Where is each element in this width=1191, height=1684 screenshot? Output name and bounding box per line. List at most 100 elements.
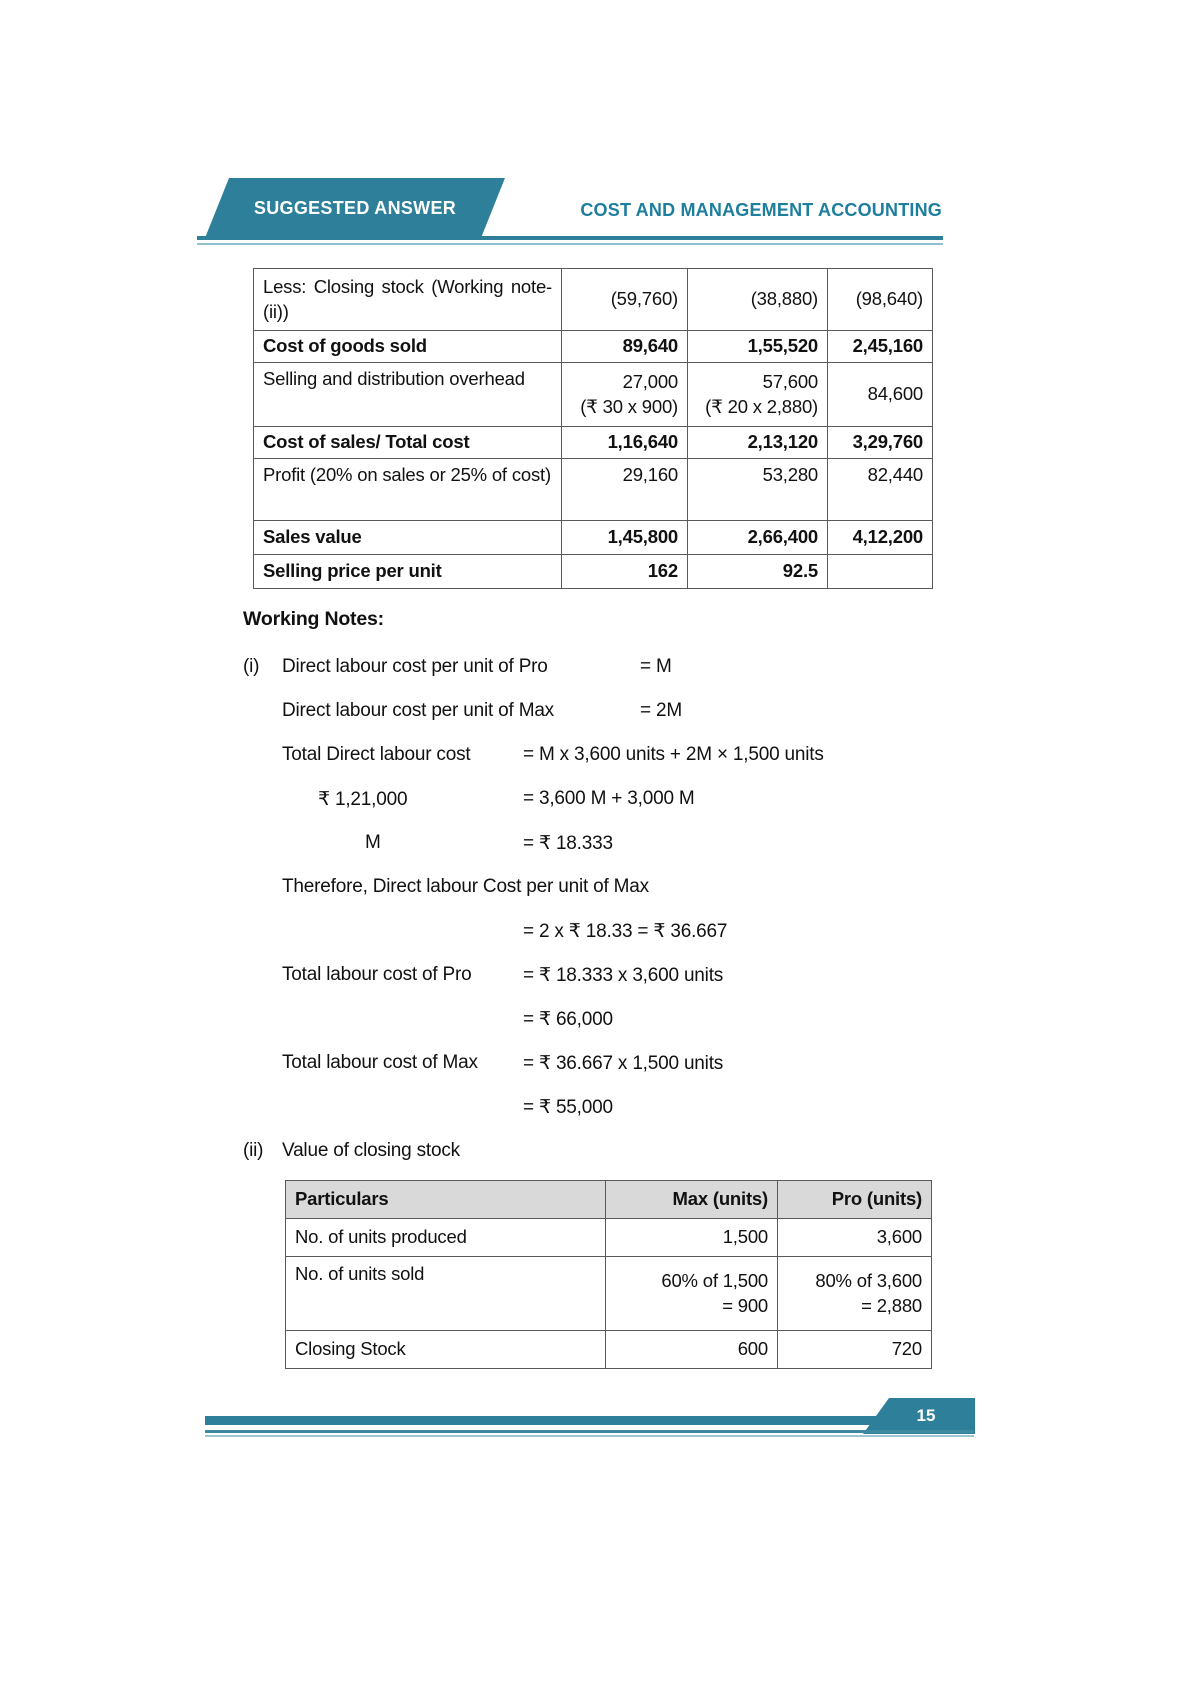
note-label: Total labour cost of Pro xyxy=(282,964,472,985)
cell: 1,45,800 xyxy=(561,520,688,555)
note-equation: = 3,600 M + 3,000 M xyxy=(523,788,695,809)
cell-value: 60% of 1,500 xyxy=(661,1270,768,1292)
document-title: COST AND MANAGEMENT ACCOUNTING xyxy=(580,200,942,220)
working-notes-heading: Working Notes: xyxy=(195,608,985,638)
note-line: = ₹ 66,000 xyxy=(195,1008,985,1038)
note-equation: = 2M xyxy=(640,700,682,721)
note-line: Total labour cost of Pro = ₹ 18.333 x 3,… xyxy=(195,964,985,994)
cell: 2,66,400 xyxy=(687,520,828,555)
cell: 1,55,520 xyxy=(687,330,828,363)
note-line: (ii) Value of closing stock xyxy=(195,1140,985,1170)
cell: 80% of 3,600 = 2,880 xyxy=(777,1256,932,1331)
cell: Sales value xyxy=(253,520,562,555)
closing-stock-table: Particulars Max (units) Pro (units) No. … xyxy=(285,1180,932,1369)
note-label: M xyxy=(365,832,381,853)
cell: No. of units produced xyxy=(285,1218,606,1257)
note-equation: = ₹ 18.333 x 3,600 units xyxy=(523,965,724,986)
table-row: Profit (20% on sales or 25% of cost) 29,… xyxy=(253,458,933,521)
cell: Selling and distribution overhead xyxy=(253,362,562,427)
note-equation: = M xyxy=(640,656,672,677)
cell: 89,640 xyxy=(561,330,688,363)
cell-formula: (₹ 30 x 900) xyxy=(580,395,678,417)
cell: Cost of goods sold xyxy=(253,330,562,363)
cell-value: = 900 xyxy=(722,1294,768,1316)
note-label: ₹ 1,21,000 xyxy=(318,789,408,810)
note-equation: = M x 3,600 units + 2M × 1,500 units xyxy=(523,744,824,765)
cell: Cost of sales/ Total cost xyxy=(253,426,562,459)
footer-rule-light xyxy=(205,1435,974,1437)
note-line: Direct labour cost per unit of Max = 2M xyxy=(195,700,985,730)
page-number: 15 xyxy=(916,1406,936,1425)
note-line: Therefore, Direct labour Cost per unit o… xyxy=(195,876,985,906)
cell: 29,160 xyxy=(561,458,688,521)
table-row: Cost of sales/ Total cost 1,16,640 2,13,… xyxy=(253,426,933,459)
note-line: = 2 x ₹ 18.33 = ₹ 36.667 xyxy=(195,920,985,950)
note-line: Total labour cost of Max = ₹ 36.667 x 1,… xyxy=(195,1052,985,1082)
note-label: Direct labour cost per unit of Pro xyxy=(282,656,548,677)
table-row: No. of units produced 1,500 3,600 xyxy=(285,1218,932,1257)
cell: (98,640) xyxy=(827,268,933,331)
column-header: Max (units) xyxy=(605,1180,778,1219)
cell-value: = 2,880 xyxy=(861,1294,922,1316)
cost-statement-table: Less: Closing stock (Working note- (ii))… xyxy=(253,268,933,589)
table-row: Selling price per unit 162 92.5 xyxy=(253,554,933,589)
suggested-answer-label: SUGGESTED ANSWER xyxy=(253,197,457,218)
cell: 27,000 (₹ 30 x 900) xyxy=(561,362,688,427)
cell: Less: Closing stock (Working note- (ii)) xyxy=(253,268,562,331)
cell: No. of units sold xyxy=(285,1256,606,1331)
table-row: Selling and distribution overhead 27,000… xyxy=(253,362,933,427)
suggested-answer-badge: SUGGESTED ANSWER xyxy=(205,178,505,238)
cell-value: 57,600 xyxy=(762,371,819,393)
cell: 2,13,120 xyxy=(687,426,828,459)
footer-rule xyxy=(205,1430,974,1433)
table-row: Less: Closing stock (Working note- (ii))… xyxy=(253,268,933,331)
cell: (59,760) xyxy=(561,268,688,331)
table-header-row: Particulars Max (units) Pro (units) xyxy=(285,1180,932,1219)
cell: 60% of 1,500 = 900 xyxy=(605,1256,778,1331)
note-equation: = ₹ 66,000 xyxy=(523,1009,613,1030)
note-line: M = ₹ 18.333 xyxy=(195,832,985,862)
cell: 4,12,200 xyxy=(827,520,933,555)
note-label: Total Direct labour cost xyxy=(282,744,471,765)
cell: 3,29,760 xyxy=(827,426,933,459)
cell: 57,600 (₹ 20 x 2,880) xyxy=(687,362,828,427)
note-equation: = ₹ 36.667 x 1,500 units xyxy=(523,1053,724,1074)
cell-value: 80% of 3,600 xyxy=(815,1270,922,1292)
page-number-badge: 15 xyxy=(863,1398,975,1434)
cell: Selling price per unit xyxy=(253,554,562,589)
cell: Closing Stock xyxy=(285,1330,606,1369)
cell xyxy=(827,554,933,589)
header-rule-light xyxy=(197,243,943,245)
note-equation: = ₹ 55,000 xyxy=(523,1097,613,1118)
working-notes-title: Working Notes: xyxy=(243,608,384,630)
cell: Profit (20% on sales or 25% of cost) xyxy=(253,458,562,521)
header-rule xyxy=(197,236,943,240)
note-line: = ₹ 55,000 xyxy=(195,1096,985,1126)
table-row: Closing Stock 600 720 xyxy=(285,1330,932,1369)
table-row: No. of units sold 60% of 1,500 = 900 80%… xyxy=(285,1256,932,1331)
cell: 720 xyxy=(777,1330,932,1369)
note-label: Total labour cost of Max xyxy=(282,1052,478,1073)
cell: 1,16,640 xyxy=(561,426,688,459)
footer-bar xyxy=(205,1416,917,1425)
note-equation: = ₹ 18.333 xyxy=(523,833,613,854)
cell: 84,600 xyxy=(827,362,933,427)
cell-formula: (₹ 20 x 2,880) xyxy=(705,395,818,417)
cell: 82,440 xyxy=(827,458,933,521)
table-row: Sales value 1,45,800 2,66,400 4,12,200 xyxy=(253,520,933,555)
cell-value: 27,000 xyxy=(622,371,679,393)
note-label: Value of closing stock xyxy=(282,1140,460,1161)
cell: 1,500 xyxy=(605,1218,778,1257)
table-row: Cost of goods sold 89,640 1,55,520 2,45,… xyxy=(253,330,933,363)
note-marker: (ii) xyxy=(243,1140,264,1161)
cell: 600 xyxy=(605,1330,778,1369)
note-line: Total Direct labour cost = M x 3,600 uni… xyxy=(195,744,985,774)
note-line: (i) Direct labour cost per unit of Pro =… xyxy=(195,656,985,686)
note-label: Direct labour cost per unit of Max xyxy=(282,700,554,721)
cell: 92.5 xyxy=(687,554,828,589)
cell: 53,280 xyxy=(687,458,828,521)
note-equation: = 2 x ₹ 18.33 = ₹ 36.667 xyxy=(523,921,728,942)
cell: (38,880) xyxy=(687,268,828,331)
column-header: Pro (units) xyxy=(777,1180,932,1219)
